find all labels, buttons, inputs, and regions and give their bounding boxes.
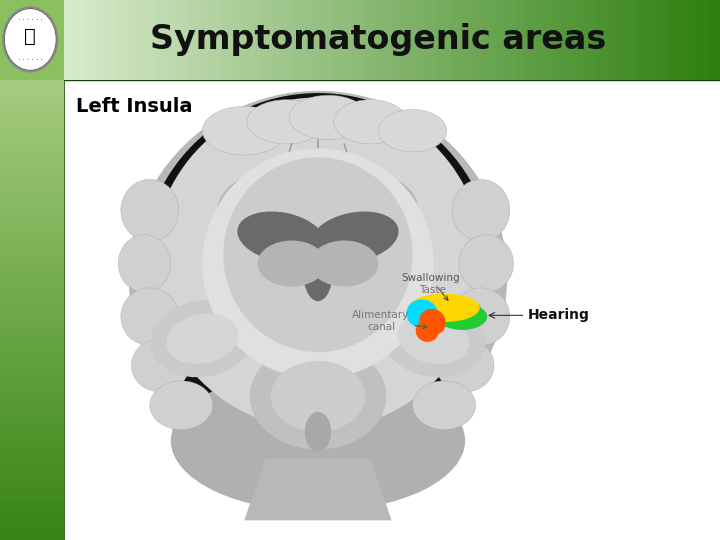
- Ellipse shape: [247, 100, 326, 144]
- Ellipse shape: [406, 299, 438, 328]
- Ellipse shape: [310, 240, 379, 287]
- Text: Swallowing: Swallowing: [401, 273, 460, 300]
- Text: Taste: Taste: [419, 285, 446, 294]
- Ellipse shape: [131, 339, 189, 392]
- Ellipse shape: [129, 91, 507, 463]
- Ellipse shape: [459, 235, 513, 292]
- Text: · · · · · ·: · · · · · ·: [18, 57, 42, 64]
- Ellipse shape: [312, 173, 418, 248]
- Ellipse shape: [413, 381, 476, 430]
- Ellipse shape: [305, 412, 331, 451]
- Ellipse shape: [303, 244, 333, 301]
- Ellipse shape: [166, 314, 238, 364]
- Ellipse shape: [382, 300, 485, 377]
- Ellipse shape: [258, 240, 326, 287]
- Text: Symptomatogenic areas: Symptomatogenic areas: [150, 23, 607, 57]
- Ellipse shape: [408, 294, 480, 322]
- Ellipse shape: [153, 97, 484, 430]
- Ellipse shape: [218, 173, 323, 248]
- Ellipse shape: [452, 288, 510, 346]
- Text: 🌺: 🌺: [24, 27, 36, 46]
- Text: Hearing: Hearing: [489, 308, 590, 322]
- Ellipse shape: [150, 381, 213, 430]
- Ellipse shape: [223, 171, 413, 286]
- Ellipse shape: [250, 343, 386, 449]
- Ellipse shape: [223, 157, 413, 352]
- Polygon shape: [244, 458, 392, 521]
- Ellipse shape: [311, 212, 399, 262]
- Ellipse shape: [379, 110, 446, 152]
- Bar: [63, 80, 720, 540]
- Ellipse shape: [397, 314, 469, 364]
- Ellipse shape: [437, 303, 487, 330]
- Circle shape: [3, 7, 58, 72]
- Ellipse shape: [289, 95, 368, 139]
- Ellipse shape: [419, 309, 446, 335]
- Ellipse shape: [150, 300, 254, 377]
- Ellipse shape: [238, 212, 325, 262]
- Ellipse shape: [436, 339, 494, 392]
- Text: · · · · · ·: · · · · · ·: [18, 17, 42, 23]
- Ellipse shape: [118, 235, 171, 292]
- Ellipse shape: [452, 179, 510, 241]
- Ellipse shape: [121, 179, 179, 241]
- Ellipse shape: [415, 320, 439, 342]
- Text: Left Insula: Left Insula: [76, 97, 193, 116]
- Ellipse shape: [202, 106, 287, 155]
- Ellipse shape: [142, 93, 494, 443]
- Ellipse shape: [202, 148, 433, 379]
- Text: Alimentary
canal: Alimentary canal: [352, 310, 427, 332]
- Ellipse shape: [271, 361, 365, 432]
- Ellipse shape: [171, 370, 465, 511]
- Ellipse shape: [449, 299, 481, 319]
- Ellipse shape: [121, 288, 179, 346]
- Ellipse shape: [333, 100, 408, 144]
